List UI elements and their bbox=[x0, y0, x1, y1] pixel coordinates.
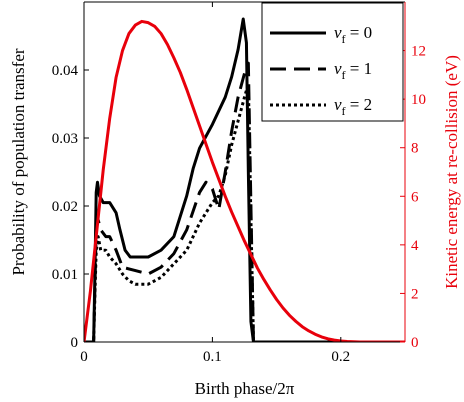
x-tick-label: 0.1 bbox=[203, 349, 222, 365]
y-left-tick-label: 0.04 bbox=[52, 63, 79, 79]
y-right-tick-label: 10 bbox=[411, 92, 426, 108]
legend-label-1: νf = 1 bbox=[334, 59, 372, 82]
legend-box bbox=[261, 2, 404, 122]
y-axis-left-label: Probability of population transfer bbox=[9, 48, 28, 275]
y-left-tick-label: 0.01 bbox=[52, 267, 78, 283]
y-right-tick-label: 12 bbox=[411, 44, 426, 60]
legend-label-0: νf = 0 bbox=[334, 23, 372, 46]
y-axis-right-label: Kinetic energy at re-collision (eV) bbox=[442, 55, 461, 289]
y-right-tick-label: 4 bbox=[411, 238, 419, 254]
series-line-2 bbox=[84, 82, 405, 342]
y-left-tick-label: 0.03 bbox=[52, 131, 78, 147]
y-right-tick-label: 2 bbox=[411, 286, 419, 302]
y-right-tick-label: 6 bbox=[411, 189, 419, 205]
y-right-tick-label: 8 bbox=[411, 141, 419, 157]
legend-label-2: νf = 2 bbox=[334, 95, 372, 118]
y-left-tick-label: 0.02 bbox=[52, 199, 78, 215]
x-tick-label: 0 bbox=[80, 349, 88, 365]
x-axis-label: Birth phase/2π bbox=[195, 379, 295, 398]
y-left-tick-label: 0 bbox=[71, 335, 79, 351]
legend: νf = 0 νf = 1 νf = 2 bbox=[261, 2, 404, 122]
x-tick-label: 0.2 bbox=[331, 349, 350, 365]
y-right-tick-label: 0 bbox=[411, 335, 419, 351]
axes-layer: 0 0.1 0.2 0 0.01 0.02 0.03 0.04 0 2 4 6 8 10 12 bbox=[52, 1, 426, 365]
